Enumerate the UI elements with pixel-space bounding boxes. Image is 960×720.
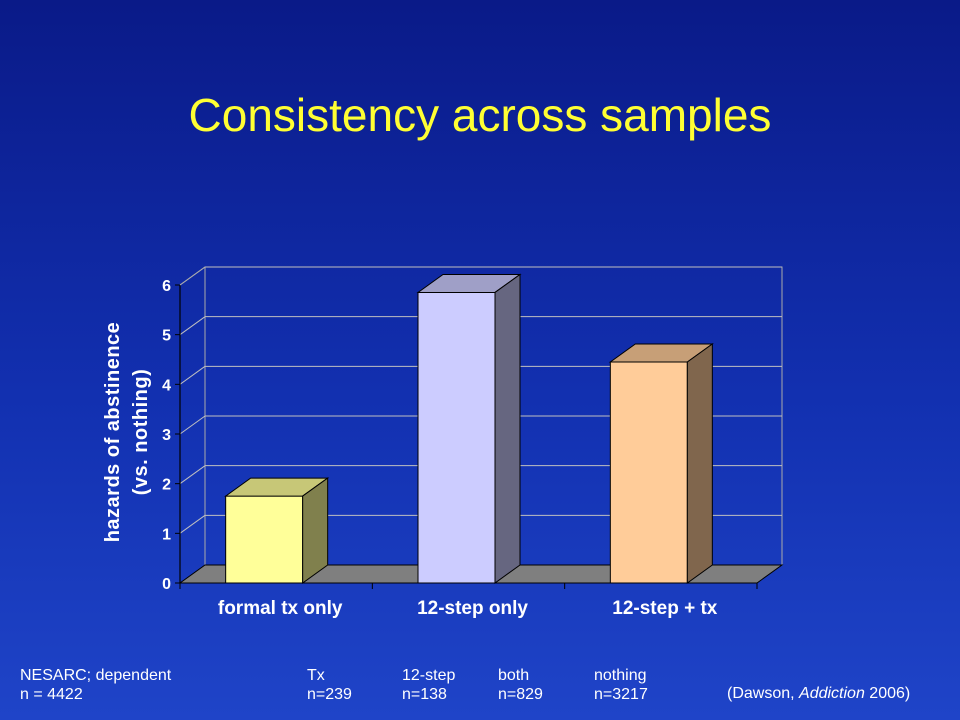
footer-col-tx: Tx n=239 bbox=[307, 666, 352, 704]
footer-12step-label: 12-step bbox=[402, 667, 456, 684]
y-tick-label: 2 bbox=[162, 477, 171, 494]
footer-tx-label: Tx bbox=[307, 667, 325, 684]
footer-col-12step: 12-step n=138 bbox=[402, 666, 455, 704]
bar-side-1 bbox=[494, 273, 521, 584]
bar-front-2 bbox=[609, 361, 688, 584]
y-axis-label: hazards of abstinence (vs. nothing) bbox=[99, 282, 155, 582]
bar-front-0 bbox=[225, 495, 304, 584]
y-tick-label: 5 bbox=[162, 328, 171, 345]
bar-side-0 bbox=[302, 477, 329, 584]
footer-both-label: both bbox=[498, 667, 530, 684]
footer-col-nothing: nothing n=3217 bbox=[594, 666, 648, 704]
y-tick-label: 4 bbox=[162, 377, 171, 394]
footer-sample-label: NESARC; dependent bbox=[20, 667, 172, 684]
x-category-label: 12-step + tx bbox=[612, 598, 718, 619]
footer-tx-n: n=239 bbox=[307, 686, 352, 703]
gridline-side bbox=[179, 316, 206, 336]
y-axis-label-line-1: hazards of abstinence bbox=[102, 321, 124, 543]
gridline-side bbox=[179, 514, 206, 534]
y-tick-label: 1 bbox=[162, 526, 171, 543]
footer-sample-n: n = 4422 bbox=[20, 686, 83, 703]
x-category-label: formal tx only bbox=[218, 598, 343, 619]
gridline-side bbox=[179, 465, 206, 485]
y-tick-label: 3 bbox=[162, 427, 171, 444]
y-tick-label: 0 bbox=[162, 576, 171, 593]
y-axis-label-line-2: (vs. nothing) bbox=[130, 368, 152, 496]
gridline-side bbox=[179, 365, 206, 385]
slide-title: Consistency across samples bbox=[188, 89, 772, 141]
footer-col-both: both n=829 bbox=[498, 666, 543, 704]
footer-12step-n: n=138 bbox=[402, 686, 447, 703]
gridline-side bbox=[179, 415, 206, 435]
footer-nothing-label: nothing bbox=[594, 667, 647, 684]
y-tick-label: 6 bbox=[162, 278, 171, 295]
bar-side-2 bbox=[686, 343, 713, 584]
footer-nothing-n: n=3217 bbox=[594, 686, 648, 703]
citation-journal: Addiction bbox=[799, 685, 865, 702]
citation: (Dawson, Addiction 2006) bbox=[727, 685, 910, 703]
footer-both-n: n=829 bbox=[498, 686, 543, 703]
side-wall-top-edge bbox=[179, 266, 206, 286]
citation-suffix: 2006) bbox=[864, 685, 911, 702]
x-category-label: 12-step only bbox=[417, 598, 528, 619]
footer-col-sample: NESARC; dependent n = 4422 bbox=[20, 666, 171, 704]
bar-front-1 bbox=[417, 291, 496, 584]
citation-prefix: (Dawson, bbox=[727, 685, 800, 702]
